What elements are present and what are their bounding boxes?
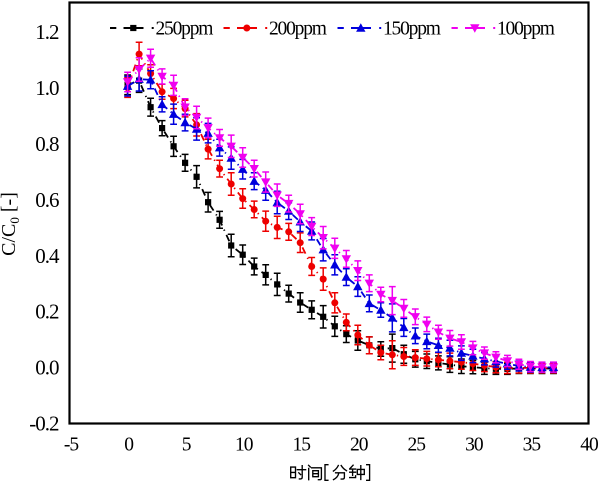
svg-text:1.2: 1.2: [35, 20, 59, 44]
svg-text:C/C0 [-]: C/C0 [-]: [0, 192, 22, 256]
svg-text:40: 40: [580, 435, 598, 456]
svg-text:-0.2: -0.2: [29, 412, 59, 436]
svg-text:150ppm: 150ppm: [383, 19, 441, 40]
svg-text:0.0: 0.0: [35, 356, 59, 380]
svg-text:0.6: 0.6: [35, 188, 59, 212]
svg-text:25: 25: [408, 435, 426, 456]
svg-text:35: 35: [523, 435, 541, 456]
svg-text:30: 30: [465, 435, 483, 456]
svg-text:5: 5: [182, 435, 191, 456]
svg-text:250ppm: 250ppm: [156, 19, 214, 40]
svg-text:0.2: 0.2: [35, 300, 59, 324]
svg-text:0.8: 0.8: [35, 132, 59, 156]
svg-text:0: 0: [124, 435, 133, 456]
svg-text:1.0: 1.0: [35, 76, 59, 100]
svg-text:100ppm: 100ppm: [497, 19, 555, 40]
svg-text:20: 20: [350, 435, 368, 456]
svg-text:10: 10: [235, 435, 253, 456]
svg-text:-5: -5: [64, 435, 78, 456]
svg-text:0.4: 0.4: [35, 244, 60, 268]
svg-text:200ppm: 200ppm: [269, 19, 327, 40]
svg-text:15: 15: [292, 435, 310, 456]
